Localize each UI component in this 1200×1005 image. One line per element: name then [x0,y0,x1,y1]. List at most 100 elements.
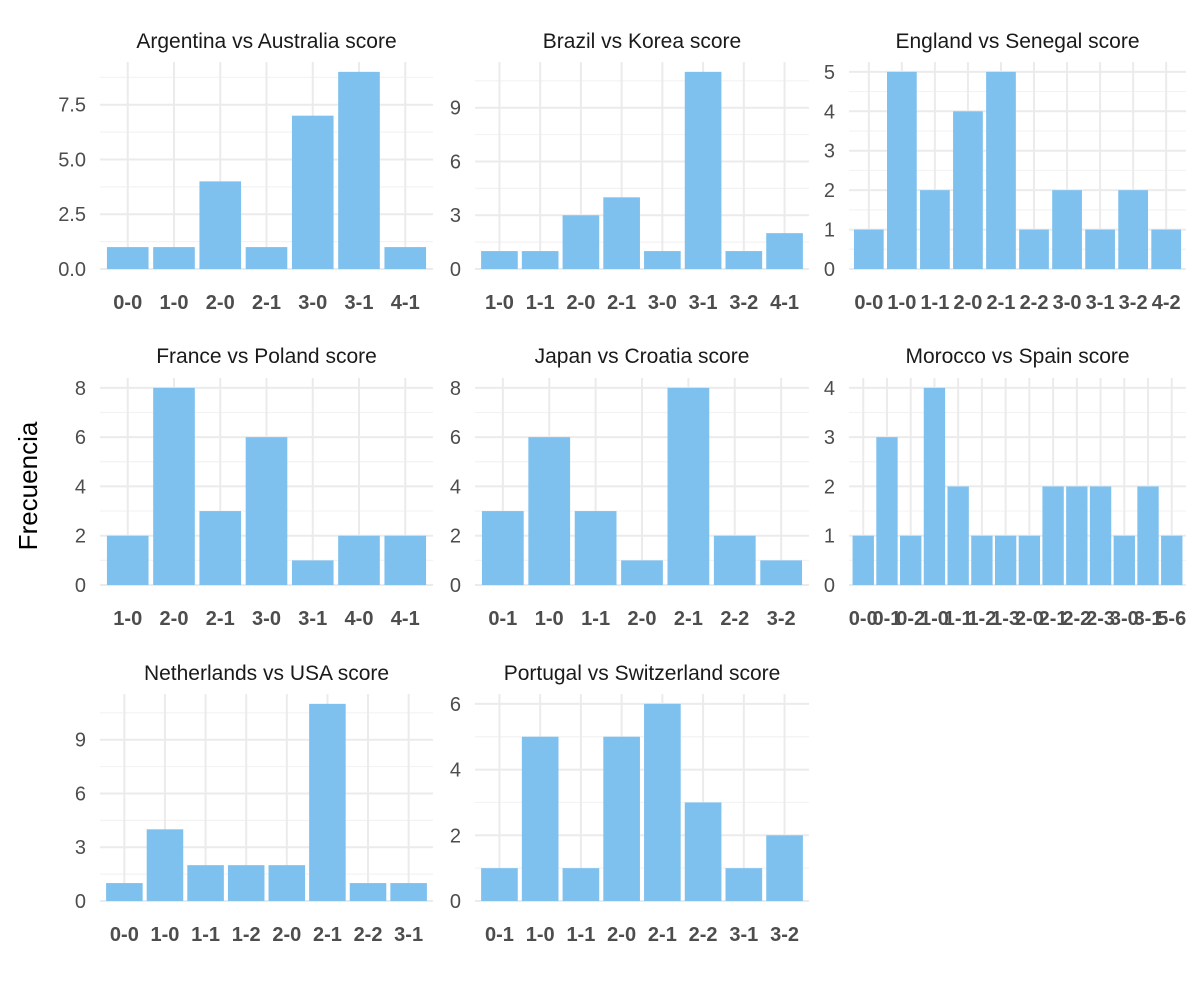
bar [1151,229,1182,269]
panel-title: France vs Poland score [156,345,377,368]
y-tick-label: 1 [824,526,835,548]
y-tick-label: 3 [75,837,86,859]
y-tick-label: 6 [450,694,461,716]
y-tick-label: 4 [824,378,835,400]
x-tick-label: 0-1 [488,608,517,630]
x-tick-label: 4-1 [770,292,799,314]
bar [106,535,149,585]
x-tick-label: 2-0 [1015,608,1044,630]
bar [187,865,224,901]
bar [603,736,640,901]
y-tick-label: 0 [824,259,835,281]
x-tick-label: 0-0 [854,292,883,314]
bar [338,71,380,269]
x-tick-label: 3-2 [1119,292,1148,314]
bar [291,560,334,585]
x-tick-label: 1-1 [191,924,220,946]
x-tick-label: 2-2 [689,924,718,946]
x-tick-label: 1-0 [113,608,142,630]
x-tick-label: 2-1 [313,924,342,946]
y-tick-label: 2 [75,526,86,548]
bar [667,387,710,585]
bar [199,511,242,585]
bar [994,535,1017,585]
panel-title: Morocco vs Spain score [905,345,1129,368]
bar [291,115,334,270]
bar [971,535,993,585]
x-tick-label: 1-1 [526,292,555,314]
x-tick-label: 3-1 [345,292,374,314]
x-tick-label: 3-0 [1053,292,1082,314]
bar [923,387,946,585]
y-tick-label: 3 [824,427,835,449]
x-tick-label: 1-1 [920,292,949,314]
bar [644,703,681,901]
y-tick-label: 0 [450,891,461,913]
x-tick-label: 0-1 [873,608,902,630]
x-tick-label: 3-2 [770,924,799,946]
bar [349,883,387,901]
bar [1052,190,1082,269]
bar [1161,535,1183,585]
x-tick-label: 2-2 [354,924,383,946]
x-tick-label: 3-0 [648,292,677,314]
bar [725,868,763,901]
bar [562,868,600,901]
bar [481,511,524,585]
bar [644,251,681,269]
bar [528,437,571,585]
x-tick-label: 1-0 [535,608,564,630]
y-tick-label: 6 [75,427,86,449]
y-tick-label: 7.5 [58,95,86,117]
y-tick-label: 2 [824,180,835,202]
x-tick-label: 4-2 [1152,292,1181,314]
bar [562,215,600,269]
y-tick-label: 4 [450,476,461,498]
y-axis-label: Frecuencia [13,421,43,550]
x-tick-label: 2-2 [1020,292,1049,314]
bar [481,251,518,269]
y-tick-label: 2 [450,825,461,847]
x-tick-label: 2-1 [987,292,1016,314]
bar [1019,229,1049,269]
x-tick-label: 1-2 [232,924,261,946]
bar [1066,486,1088,585]
y-tick-label: 5 [824,62,835,84]
bar [876,437,898,585]
x-tick-label: 1-0 [526,924,555,946]
bar [199,181,242,269]
y-tick-label: 2.5 [58,204,86,226]
x-tick-label: 1-0 [151,924,180,946]
y-tick-label: 4 [75,476,86,498]
bar [1042,486,1064,585]
x-tick-label: 3-0 [298,292,327,314]
x-tick-label: 3-2 [729,292,758,314]
bar [106,247,149,269]
bar [760,560,803,585]
x-tick-label: 3-0 [252,608,281,630]
bar [603,197,640,269]
y-tick-label: 0 [824,575,835,597]
x-tick-label: 2-1 [252,292,281,314]
x-tick-label: 2-0 [206,292,235,314]
bar [384,247,427,269]
bar [574,511,617,585]
y-tick-label: 3 [450,205,461,227]
x-tick-label: 3-1 [298,608,327,630]
x-tick-label: 1-0 [887,292,916,314]
y-tick-label: 6 [450,151,461,173]
x-tick-label: 3-1 [1134,608,1163,630]
x-tick-label: 0-2 [896,608,925,630]
panel-title: Netherlands vs USA score [144,662,389,685]
bar [1113,535,1135,585]
y-tick-label: 9 [75,730,86,752]
y-tick-label: 8 [75,378,86,400]
x-tick-label: 2-1 [1039,608,1068,630]
y-tick-label: 1 [824,220,835,242]
y-tick-label: 9 [450,98,461,120]
x-tick-label: 4-1 [391,608,420,630]
x-tick-label: 0-1 [485,924,514,946]
x-tick-label: 1-0 [485,292,514,314]
bar [384,535,427,585]
bar [146,829,184,901]
